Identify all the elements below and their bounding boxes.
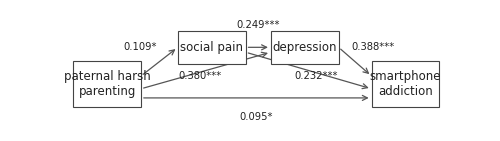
Text: 0.249***: 0.249*** (236, 19, 280, 29)
FancyBboxPatch shape (271, 31, 338, 64)
FancyBboxPatch shape (372, 61, 440, 107)
Text: social pain: social pain (180, 41, 243, 54)
Text: smartphone
addiction: smartphone addiction (370, 70, 441, 98)
Text: paternal harsh
parenting: paternal harsh parenting (64, 70, 150, 98)
Text: 0.232***: 0.232*** (294, 70, 338, 81)
Text: 0.380***: 0.380*** (178, 70, 222, 81)
Text: depression: depression (272, 41, 337, 54)
Text: 0.095*: 0.095* (240, 112, 273, 122)
Text: 0.109*: 0.109* (123, 42, 157, 52)
FancyBboxPatch shape (73, 61, 141, 107)
Text: 0.388***: 0.388*** (351, 42, 394, 52)
FancyBboxPatch shape (178, 31, 246, 64)
